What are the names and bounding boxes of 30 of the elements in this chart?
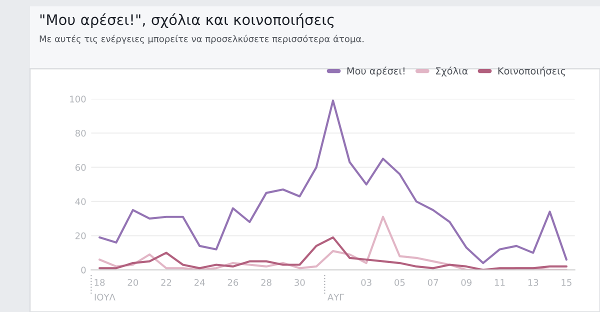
legend-label: Σχόλια xyxy=(436,66,468,76)
line-series xyxy=(98,100,568,264)
x-tick-label: 30 xyxy=(294,279,305,286)
legend-label: Κοινοποιήσεις xyxy=(498,66,566,76)
y-tick-label: 60 xyxy=(75,164,86,171)
line-series xyxy=(98,236,568,270)
x-tick-label: 13 xyxy=(528,279,538,286)
x-tick-label: 03 xyxy=(361,279,372,286)
x-tick-label: 18 xyxy=(94,279,105,286)
chart-title: "Μου αρέσει!", σχόλια και κοινοποιήσεις xyxy=(40,13,334,28)
y-tick-label: 20 xyxy=(76,232,86,240)
y-tick-label: 100 xyxy=(70,96,86,102)
text: ΑΥΓ xyxy=(328,294,344,300)
y-tick-label: 80 xyxy=(75,130,86,137)
x-tick-label: 22 xyxy=(161,279,172,286)
text: ΙΟΥΛ xyxy=(94,294,116,301)
y-tick-label: 0 xyxy=(81,266,86,274)
x-tick-label: 28 xyxy=(261,279,272,286)
x-tick-label: 07 xyxy=(428,279,438,286)
chart-subtitle: Με αυτές τις ενέργειες μπορείτε να προσελκύσετε περισσότερα άτομα. xyxy=(40,34,364,44)
legend-label: Μου αρέσει! xyxy=(347,66,404,76)
x-tick-label: 11 xyxy=(495,279,505,286)
x-tick-label: 05 xyxy=(394,279,405,286)
x-tick-label: 09 xyxy=(461,279,472,286)
x-tick-label: 26 xyxy=(228,279,238,286)
x-tick-label: 15 xyxy=(562,279,572,286)
x-tick-label: 20 xyxy=(128,279,138,286)
line-series xyxy=(98,216,568,270)
y-tick-label: 40 xyxy=(75,198,86,206)
x-tick-label: 24 xyxy=(194,279,205,286)
